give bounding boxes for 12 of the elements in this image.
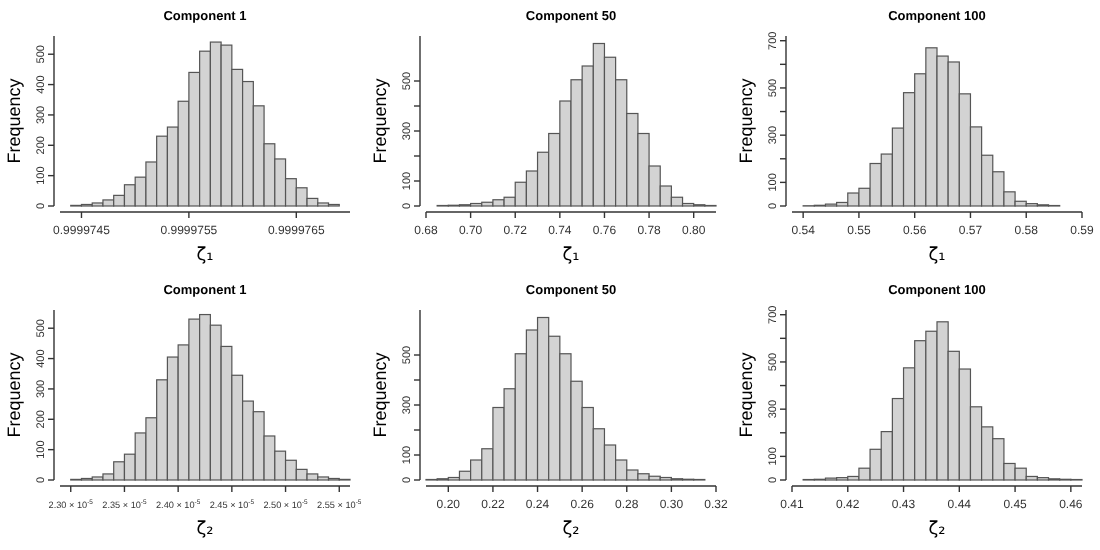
y-axis-title: Frequency (370, 351, 390, 438)
x-axis-title: ζ₂ (196, 520, 215, 540)
y-axis-title: Frequency (736, 77, 756, 164)
x-axis-title: ζ₁ (196, 246, 215, 266)
x-axis-title: ζ₂ (562, 520, 581, 540)
x-axis-title: ζ₁ (928, 246, 947, 266)
y-axis-title: Frequency (4, 77, 24, 164)
x-axis-title: ζ₂ (928, 520, 947, 540)
y-axis-title: Frequency (370, 77, 390, 164)
y-axis-title: Frequency (736, 351, 756, 438)
y-axis-title: Frequency (4, 351, 24, 438)
x-axis-title: ζ₁ (562, 246, 581, 266)
